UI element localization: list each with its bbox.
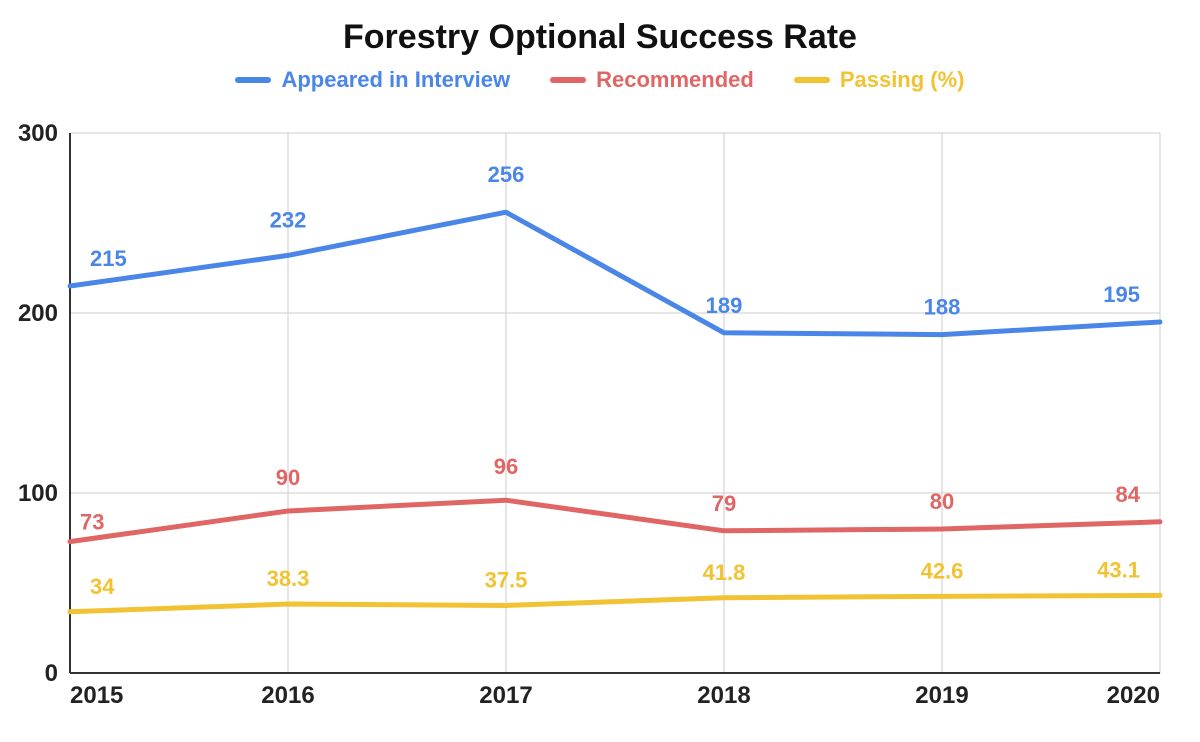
line-chart-svg: 0 100 200 300 2015 2016 2017 2018 2019 2020 215 232… — [0, 93, 1200, 735]
y-tick-label: 200 — [18, 300, 58, 327]
data-label-recommended: 90 — [276, 465, 300, 490]
data-label-appeared: 188 — [924, 295, 961, 320]
x-tick-label: 2019 — [915, 682, 968, 709]
y-tick-label: 100 — [18, 480, 58, 507]
data-label-passing: 42.6 — [921, 558, 964, 583]
x-tick-label: 2017 — [479, 682, 532, 709]
data-label-passing: 41.8 — [703, 560, 746, 585]
legend: Appeared in Interview Recommended Passing … — [0, 67, 1200, 93]
x-tick-label: 2018 — [697, 682, 750, 709]
legend-swatch-recommended — [550, 77, 586, 83]
data-label-recommended: 73 — [80, 510, 104, 535]
data-label-passing: 43.1 — [1097, 557, 1140, 582]
data-label-passing: 34 — [90, 574, 115, 599]
data-label-recommended: 96 — [494, 454, 518, 479]
x-tick-label: 2016 — [261, 682, 314, 709]
chart-area: 0 100 200 300 2015 2016 2017 2018 2019 2020 215 232… — [0, 93, 1200, 735]
data-label-recommended: 80 — [930, 489, 954, 514]
legend-label-appeared: Appeared in Interview — [281, 67, 510, 93]
legend-swatch-passing — [794, 77, 830, 83]
x-tick-label: 2015 — [70, 682, 123, 709]
series-line-passing — [70, 595, 1160, 611]
x-tick-label: 2020 — [1107, 682, 1160, 709]
y-tick-label: 0 — [45, 660, 58, 687]
data-label-appeared: 195 — [1103, 282, 1140, 307]
data-label-appeared: 215 — [90, 246, 127, 271]
legend-swatch-appeared — [235, 77, 271, 83]
legend-item-recommended: Recommended — [550, 67, 754, 93]
series-line-appeared — [70, 212, 1160, 334]
data-label-appeared: 232 — [270, 207, 307, 232]
y-tick-label: 300 — [18, 120, 58, 147]
legend-item-passing: Passing (%) — [794, 67, 965, 93]
data-label-passing: 38.3 — [267, 566, 310, 591]
data-label-appeared: 189 — [706, 293, 743, 318]
data-label-appeared: 256 — [488, 162, 525, 187]
legend-label-recommended: Recommended — [596, 67, 754, 93]
series-line-recommended — [70, 500, 1160, 541]
chart-title: Forestry Optional Success Rate — [0, 0, 1200, 67]
data-label-recommended: 79 — [712, 491, 736, 516]
data-label-recommended: 84 — [1116, 482, 1141, 507]
legend-label-passing: Passing (%) — [840, 67, 965, 93]
data-label-passing: 37.5 — [485, 568, 528, 593]
legend-item-appeared: Appeared in Interview — [235, 67, 510, 93]
